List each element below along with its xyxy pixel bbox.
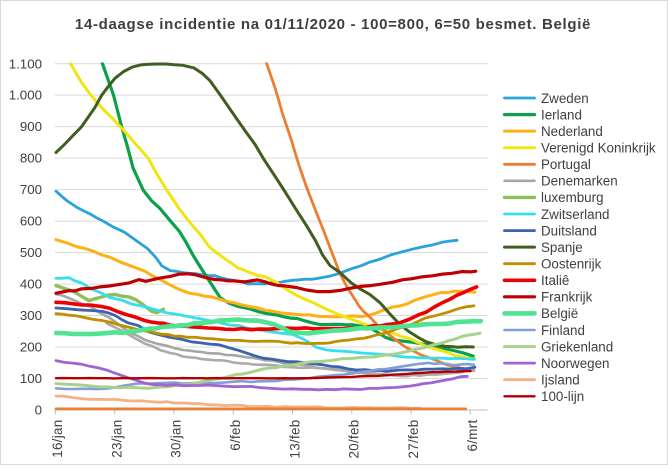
svg-text:200: 200 xyxy=(20,340,42,355)
svg-text:400: 400 xyxy=(20,277,42,292)
svg-text:100-lijn: 100-lijn xyxy=(541,389,584,404)
svg-text:27/feb: 27/feb xyxy=(406,420,421,459)
svg-text:1.100: 1.100 xyxy=(9,56,42,71)
svg-text:0: 0 xyxy=(35,403,42,418)
svg-text:Ijsland: Ijsland xyxy=(541,373,580,388)
svg-text:Noorwegen: Noorwegen xyxy=(541,356,609,371)
svg-text:Zwitserland: Zwitserland xyxy=(541,207,609,222)
svg-text:Ierland: Ierland xyxy=(541,107,582,122)
svg-text:Portugal: Portugal xyxy=(541,157,591,172)
svg-text:Oostenrijk: Oostenrijk xyxy=(541,257,602,272)
svg-text:Italiê: Italiê xyxy=(541,273,569,288)
svg-text:6/feb: 6/feb xyxy=(228,420,243,451)
svg-text:300: 300 xyxy=(20,308,42,323)
svg-text:Duitsland: Duitsland xyxy=(541,223,597,238)
svg-text:500: 500 xyxy=(20,245,42,260)
svg-text:600: 600 xyxy=(20,214,42,229)
svg-text:Nederland: Nederland xyxy=(541,124,603,139)
svg-text:luxemburg: luxemburg xyxy=(541,190,604,205)
svg-text:Verenigd Koninkrijk: Verenigd Koninkrijk xyxy=(541,141,656,156)
svg-text:1.000: 1.000 xyxy=(9,88,42,103)
svg-text:Spanje: Spanje xyxy=(541,240,583,255)
svg-text:Denemarken: Denemarken xyxy=(541,174,618,189)
svg-text:14-daagse incidentie na 01/11/: 14-daagse incidentie na 01/11/2020 - 100… xyxy=(75,16,591,33)
svg-text:6/mrt: 6/mrt xyxy=(465,420,480,452)
svg-text:20/feb: 20/feb xyxy=(347,420,362,459)
svg-text:800: 800 xyxy=(20,151,42,166)
svg-text:100: 100 xyxy=(20,371,42,386)
svg-text:België: België xyxy=(541,306,578,321)
svg-text:Finland: Finland xyxy=(541,323,585,338)
svg-text:900: 900 xyxy=(20,119,42,134)
svg-text:23/jan: 23/jan xyxy=(110,420,125,458)
svg-text:700: 700 xyxy=(20,182,42,197)
svg-text:30/jan: 30/jan xyxy=(169,420,184,458)
svg-text:Griekenland: Griekenland xyxy=(541,339,613,354)
svg-text:Zweden: Zweden xyxy=(541,91,589,106)
svg-text:16/jan: 16/jan xyxy=(50,420,65,458)
svg-text:13/feb: 13/feb xyxy=(287,420,302,459)
svg-text:Frankrijk: Frankrijk xyxy=(541,290,593,305)
